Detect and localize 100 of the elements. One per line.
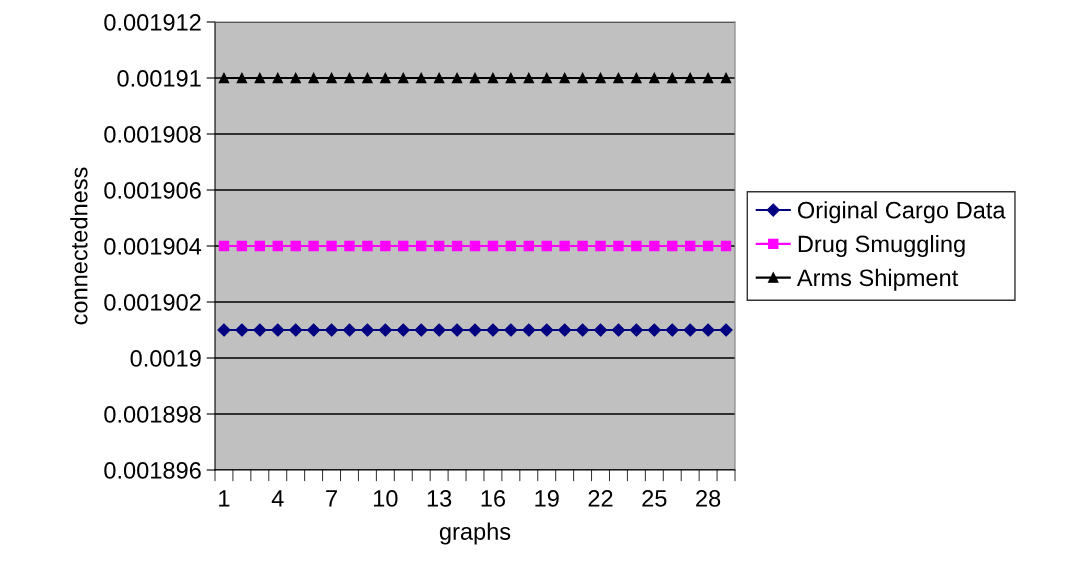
legend-label: Original Cargo Data (797, 201, 1006, 224)
x-tick-label: 19 (535, 490, 559, 507)
point (468, 323, 482, 337)
legend-label: Drug Smuggling (798, 235, 965, 257)
point (631, 72, 642, 84)
x-tick-label: 22 (588, 490, 613, 507)
point (667, 72, 678, 84)
point (235, 323, 249, 337)
point (290, 72, 301, 84)
point (380, 240, 391, 252)
point (378, 323, 392, 337)
point (523, 72, 535, 84)
point (647, 323, 661, 337)
y-tick-label: 0.001906 (104, 182, 201, 199)
point (253, 323, 267, 337)
point (541, 240, 552, 252)
point (272, 72, 283, 84)
legend-label: Arms Shipment (796, 268, 959, 291)
point (595, 240, 606, 252)
point (559, 72, 570, 84)
point (290, 240, 301, 252)
point (613, 240, 624, 252)
point (433, 240, 445, 252)
point (575, 323, 590, 337)
x-axis-title: graphs (439, 522, 511, 545)
x-tick-label: 16 (481, 490, 506, 507)
point (577, 72, 588, 84)
point (289, 323, 303, 337)
point (523, 240, 535, 252)
y-tick-label: 0.001896 (104, 462, 201, 479)
point (398, 72, 409, 84)
y-tick-label: 0.001902 (104, 294, 201, 311)
point (631, 240, 642, 252)
point (451, 240, 463, 252)
point (362, 72, 373, 84)
point (469, 240, 481, 252)
point (665, 323, 679, 337)
point (487, 72, 499, 84)
point (398, 240, 409, 252)
point (577, 240, 588, 252)
point (702, 240, 714, 252)
x-tick-label: 25 (642, 490, 667, 507)
point (326, 240, 337, 252)
point (540, 323, 554, 337)
point (360, 323, 375, 337)
point (450, 323, 464, 337)
point (559, 240, 570, 252)
y-tick-label: 0.00191 (117, 70, 201, 87)
point (613, 72, 624, 84)
point (324, 323, 339, 337)
x-tick-label: 28 (696, 490, 721, 507)
y-tick-label: 0.001898 (104, 406, 201, 423)
point (649, 72, 660, 84)
point (307, 323, 321, 337)
x-tick-label: 4 (271, 490, 284, 507)
point (415, 72, 427, 84)
point (684, 240, 696, 252)
point (649, 240, 660, 252)
point (218, 240, 230, 252)
x-tick-label: 7 (326, 490, 337, 507)
x-tick-label: 13 (427, 490, 452, 507)
point (380, 72, 391, 84)
point (414, 323, 428, 337)
point (486, 323, 500, 337)
point (254, 72, 266, 84)
point (505, 72, 517, 84)
y-tick-label: 0.001904 (104, 238, 202, 255)
point (719, 323, 733, 337)
point (487, 240, 499, 252)
point (272, 240, 283, 252)
point (254, 240, 266, 252)
point (217, 323, 231, 337)
point (720, 240, 732, 252)
point (308, 72, 319, 84)
point (344, 240, 355, 252)
point (342, 323, 357, 337)
point (415, 240, 427, 252)
point (236, 72, 248, 84)
point (701, 323, 715, 337)
point (308, 240, 319, 252)
point (522, 323, 536, 337)
point (611, 323, 626, 337)
point (451, 72, 463, 84)
point (702, 72, 714, 84)
point (218, 72, 230, 84)
point (236, 240, 248, 252)
y-tick-label: 0.0019 (130, 350, 201, 367)
x-tick-label: 1 (219, 490, 230, 507)
point (326, 72, 337, 84)
point (667, 240, 678, 252)
point (432, 323, 446, 337)
y-axis-title: connectedness (70, 167, 88, 325)
point (629, 323, 643, 337)
x-tick-label: 10 (374, 490, 398, 507)
point (505, 240, 517, 252)
point (433, 72, 445, 84)
point (344, 72, 355, 84)
point (683, 323, 697, 337)
point (595, 72, 606, 84)
point (541, 72, 552, 84)
